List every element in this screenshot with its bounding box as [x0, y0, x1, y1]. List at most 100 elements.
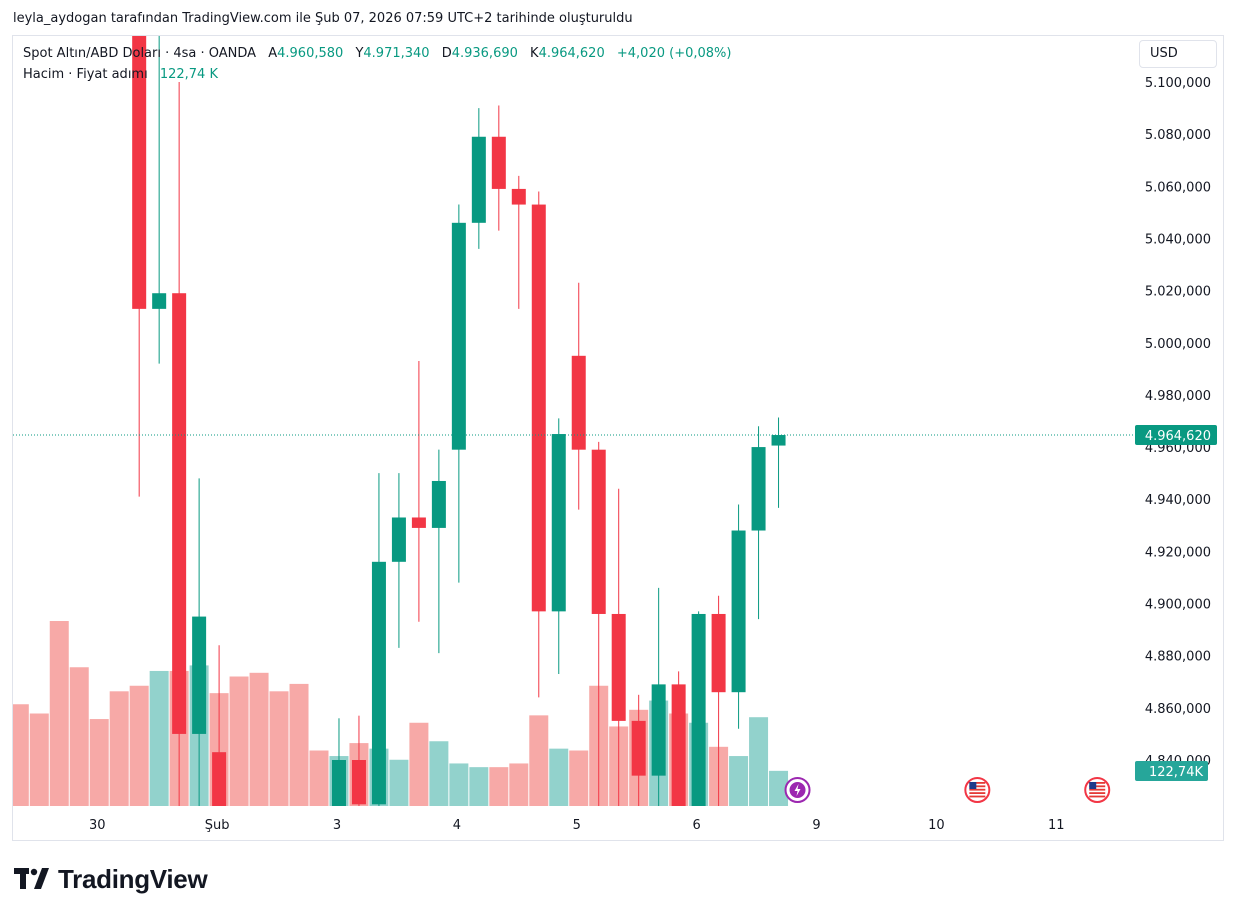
volume-bar [729, 756, 749, 806]
us-flag-event-icon[interactable] [1084, 777, 1111, 803]
volume-bar [249, 672, 269, 806]
price-axis-label: 5.080,000 [1145, 128, 1211, 143]
open-value: 4.960,580 [277, 46, 344, 61]
volume-bar [769, 770, 789, 806]
volume-bar [89, 719, 109, 806]
volume-bar [549, 748, 569, 806]
chart-frame [12, 35, 1224, 841]
price-axis-label: 4.900,000 [1145, 598, 1211, 613]
splits-icon[interactable] [784, 777, 811, 803]
candle-body [591, 449, 606, 614]
candle-body [351, 760, 366, 805]
tradingview-logo-icon [14, 868, 49, 889]
candle-body [371, 561, 386, 805]
close-value: 4.964,620 [538, 46, 605, 61]
price-axis-label: 5.100,000 [1145, 76, 1211, 91]
candle-body [751, 447, 766, 531]
time-axis-label: 9 [812, 818, 820, 833]
volume-value: 122,74 K [159, 67, 218, 82]
high-label: Y [355, 46, 364, 61]
candle-body [491, 136, 506, 189]
open-label: A [268, 46, 278, 61]
last-price-label: 4.964,620 [1145, 429, 1211, 444]
time-axis-label: 6 [692, 818, 700, 833]
candle-body [391, 517, 406, 562]
time-axis-label: 30 [89, 818, 106, 833]
candle-body [331, 760, 346, 806]
candle-body [711, 613, 726, 693]
candle-body [471, 136, 486, 223]
volume-bar [529, 715, 549, 806]
candle-body [451, 222, 466, 450]
volume-bar [309, 750, 329, 806]
price-axis-label: 4.860,000 [1145, 702, 1211, 717]
volume-bar [69, 667, 89, 806]
volume-bar [149, 670, 169, 806]
low-value: 4.936,690 [451, 46, 518, 61]
volume-bar [509, 763, 529, 806]
time-axis-label: 11 [1048, 818, 1065, 833]
time-axis-label: 3 [333, 818, 341, 833]
close-label: K [530, 46, 539, 61]
price-axis-label: 5.040,000 [1145, 232, 1211, 247]
candle-body [671, 684, 686, 806]
volume-bar [489, 767, 509, 806]
time-axis-label: 10 [928, 818, 945, 833]
plot-area[interactable] [10, 0, 789, 812]
volume-bar [13, 704, 29, 806]
last-volume-label: 122,74K [1149, 765, 1203, 780]
volume-bar [569, 750, 589, 806]
candle-body [611, 613, 626, 721]
price-axis-label: 4.940,000 [1145, 493, 1211, 508]
candle-body [691, 613, 706, 806]
price-axis-label: 5.000,000 [1145, 337, 1211, 352]
volume-bar [469, 767, 489, 806]
currency-button[interactable]: USD [1139, 40, 1217, 68]
volume-bar [29, 713, 49, 806]
brand-name: TradingView [58, 863, 208, 894]
candle-body [172, 293, 187, 734]
price-axis[interactable]: 5.100,000 5.080,000 5.060,000 5.040,000 5.02… [1145, 76, 1211, 769]
candle-body [411, 517, 426, 528]
volume-bar [269, 691, 289, 806]
price-axis-label: 4.920,000 [1145, 545, 1211, 560]
time-axis-label: 5 [573, 818, 581, 833]
volume-legend-row: Hacim · Fiyat adımı 122,74 K [23, 66, 731, 87]
volume-bar [129, 685, 149, 806]
symbol-title[interactable]: Spot Altın/ABD Doları · 4sa · OANDA [23, 46, 257, 61]
candle-body [192, 616, 207, 734]
candle-body [731, 530, 746, 693]
candle-body [511, 188, 526, 205]
price-axis-label: 5.020,000 [1145, 285, 1211, 300]
chart-caption: leyla_aydogan tarafından TradingView.com… [13, 11, 633, 26]
time-axis-label: Şub [205, 818, 230, 833]
volume-bar [749, 717, 769, 806]
candle-body [152, 293, 167, 309]
price-axis-label: 4.980,000 [1145, 389, 1211, 404]
volume-series [13, 621, 789, 806]
candle-body [132, 36, 147, 309]
candle-body [771, 435, 786, 446]
volume-bar [49, 621, 69, 806]
volume-bar [389, 759, 409, 806]
time-axis[interactable]: 30 Şub 3 4 5 6 9 10 11 [89, 818, 1065, 833]
price-series [132, 36, 786, 806]
chart-legend: Spot Altın/ABD Doları · 4sa · OANDA A4.9… [23, 45, 731, 87]
candle-body [431, 480, 446, 528]
price-axis-label: 4.880,000 [1145, 650, 1211, 665]
volume-title[interactable]: Hacim · Fiyat adımı [23, 67, 148, 82]
us-flag-event-icon[interactable] [964, 777, 991, 803]
last-price-badge [1135, 425, 1217, 446]
time-axis-label: 4 [453, 818, 461, 833]
tradingview-logo[interactable]: TradingView [14, 863, 208, 894]
price-legend-row: Spot Altın/ABD Doları · 4sa · OANDA A4.9… [23, 45, 731, 66]
candle-body [212, 752, 227, 806]
price-axis-label: 5.060,000 [1145, 180, 1211, 195]
change-value: +4,020 (+0,08%) [616, 46, 732, 61]
low-label: D [441, 46, 452, 61]
candle-body [631, 720, 646, 776]
volume-bar [409, 722, 429, 806]
volume-bar [449, 763, 469, 806]
high-value: 4.971,340 [363, 46, 430, 61]
